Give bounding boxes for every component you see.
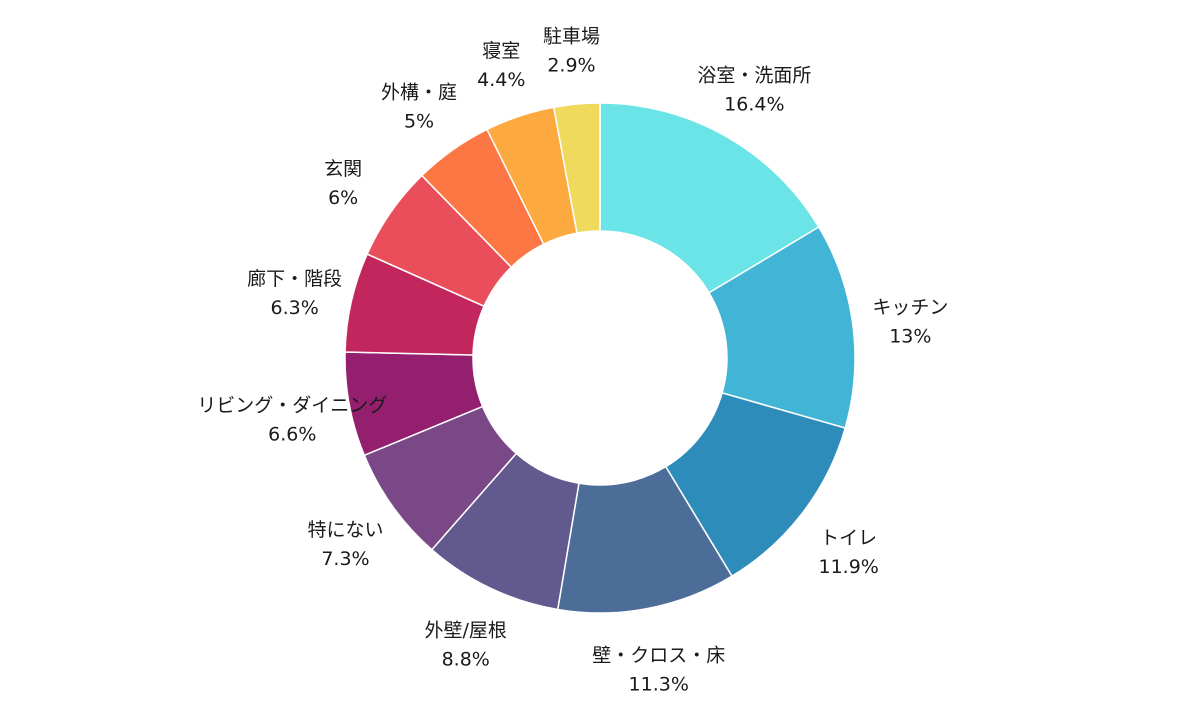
slice-label-9: 外構・庭 5%	[381, 82, 457, 133]
slice-category-8: 玄関	[324, 158, 362, 180]
slice-category-9: 外構・庭	[381, 82, 457, 104]
slice-category-5: 特にない	[307, 519, 383, 541]
slice-label-11: 駐車場 2.9%	[543, 25, 600, 76]
slice-value-8: 6%	[328, 187, 358, 209]
slice-label-4: 外壁/屋根 8.8%	[425, 620, 507, 671]
slice-value-4: 8.8%	[442, 649, 490, 671]
donut-slices	[344, 102, 856, 614]
slice-category-3: 壁・クロス・床	[592, 644, 725, 666]
slice-category-7: 廊下・階段	[247, 268, 342, 290]
slice-value-2: 11.9%	[819, 556, 879, 578]
slice-category-6: リビング・ダイニング	[197, 394, 387, 416]
slice-category-4: 外壁/屋根	[425, 620, 507, 642]
slice-value-1: 13%	[889, 325, 931, 347]
slice-value-10: 4.4%	[477, 69, 525, 91]
slice-value-7: 6.3%	[271, 297, 319, 319]
slice-label-1: キッチン 13%	[872, 296, 948, 347]
slice-label-8: 玄関 6%	[324, 158, 362, 209]
slice-category-10: 寝室	[482, 40, 520, 62]
slice-category-2: トイレ	[820, 527, 877, 549]
slice-label-7: 廊下・階段 6.3%	[247, 268, 342, 319]
slice-label-2: トイレ 11.9%	[819, 527, 879, 578]
slice-value-5: 7.3%	[321, 548, 369, 570]
slice-label-6: リビング・ダイニング 6.6%	[197, 394, 387, 445]
slice-category-0: 浴室・洗面所	[697, 65, 811, 87]
slice-label-10: 寝室 4.4%	[477, 40, 525, 91]
slice-value-0: 16.4%	[724, 94, 784, 116]
slice-category-11: 駐車場	[543, 25, 600, 47]
slice-0	[599, 102, 820, 294]
slice-category-1: キッチン	[872, 296, 948, 318]
slice-value-3: 11.3%	[629, 673, 689, 695]
slice-label-0: 浴室・洗面所 16.4%	[697, 65, 811, 116]
slice-labels: 浴室・洗面所 16.4% キッチン 13% トイレ 11.9% 壁・クロス・床 11.3% 外壁…	[197, 25, 948, 695]
slice-value-11: 2.9%	[547, 54, 595, 76]
slice-label-3: 壁・クロス・床 11.3%	[592, 644, 725, 695]
slice-11	[552, 102, 601, 234]
slice-label-5: 特にない 7.3%	[307, 519, 383, 570]
slice-value-6: 6.6%	[268, 423, 316, 445]
slice-value-9: 5%	[404, 111, 434, 133]
